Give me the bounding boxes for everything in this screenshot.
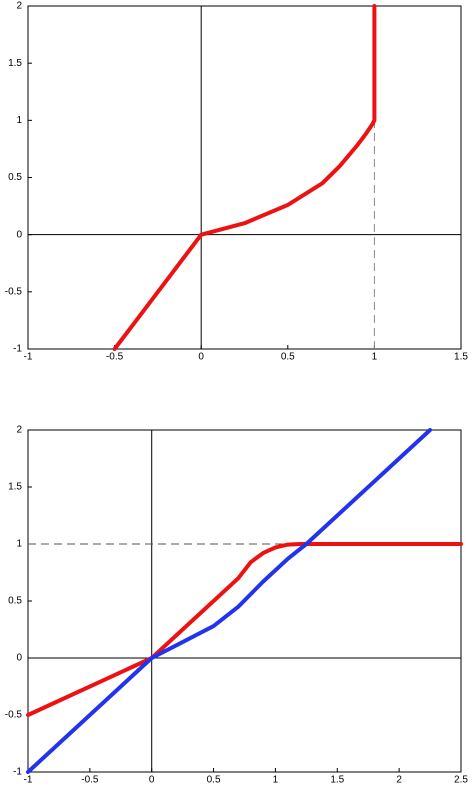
y-tick-label: 0.5	[8, 596, 22, 607]
curve	[112, 4, 377, 351]
x-tick-label: 0.5	[281, 352, 295, 363]
curve	[26, 428, 433, 774]
x-tick-label: -0.5	[81, 775, 99, 786]
y-tick-label: 1.5	[8, 482, 22, 493]
x-tick-label: 1	[273, 775, 279, 786]
x-tick-label: 2.5	[454, 775, 468, 786]
x-tick-label: 1.5	[330, 775, 344, 786]
y-tick-label: 0	[16, 229, 22, 240]
y-tick-label: -1	[13, 767, 22, 778]
x-tick-label: 0.5	[207, 775, 221, 786]
y-tick-label: 0	[16, 653, 22, 664]
x-tick-label: 2	[396, 775, 402, 786]
x-tick-label: -0.5	[106, 352, 124, 363]
curve	[26, 542, 463, 717]
y-tick-label: 1	[16, 539, 22, 550]
y-tick-label: 0.5	[8, 172, 22, 183]
y-tick-label: 2	[16, 425, 22, 436]
x-tick-label: 1.5	[454, 352, 468, 363]
y-tick-label: 2	[16, 1, 22, 12]
y-tick-label: -0.5	[5, 710, 23, 721]
x-tick-label: -1	[24, 352, 33, 363]
x-tick-label: -1	[24, 775, 33, 786]
y-tick-label: 1	[16, 115, 22, 126]
x-tick-label: 1	[372, 352, 378, 363]
x-tick-label: 0	[149, 775, 155, 786]
y-tick-label: -0.5	[5, 286, 23, 297]
y-tick-label: 1.5	[8, 58, 22, 69]
plot-frame	[27, 5, 462, 350]
x-tick-label: 0	[198, 352, 204, 363]
y-tick-label: -1	[13, 344, 22, 355]
